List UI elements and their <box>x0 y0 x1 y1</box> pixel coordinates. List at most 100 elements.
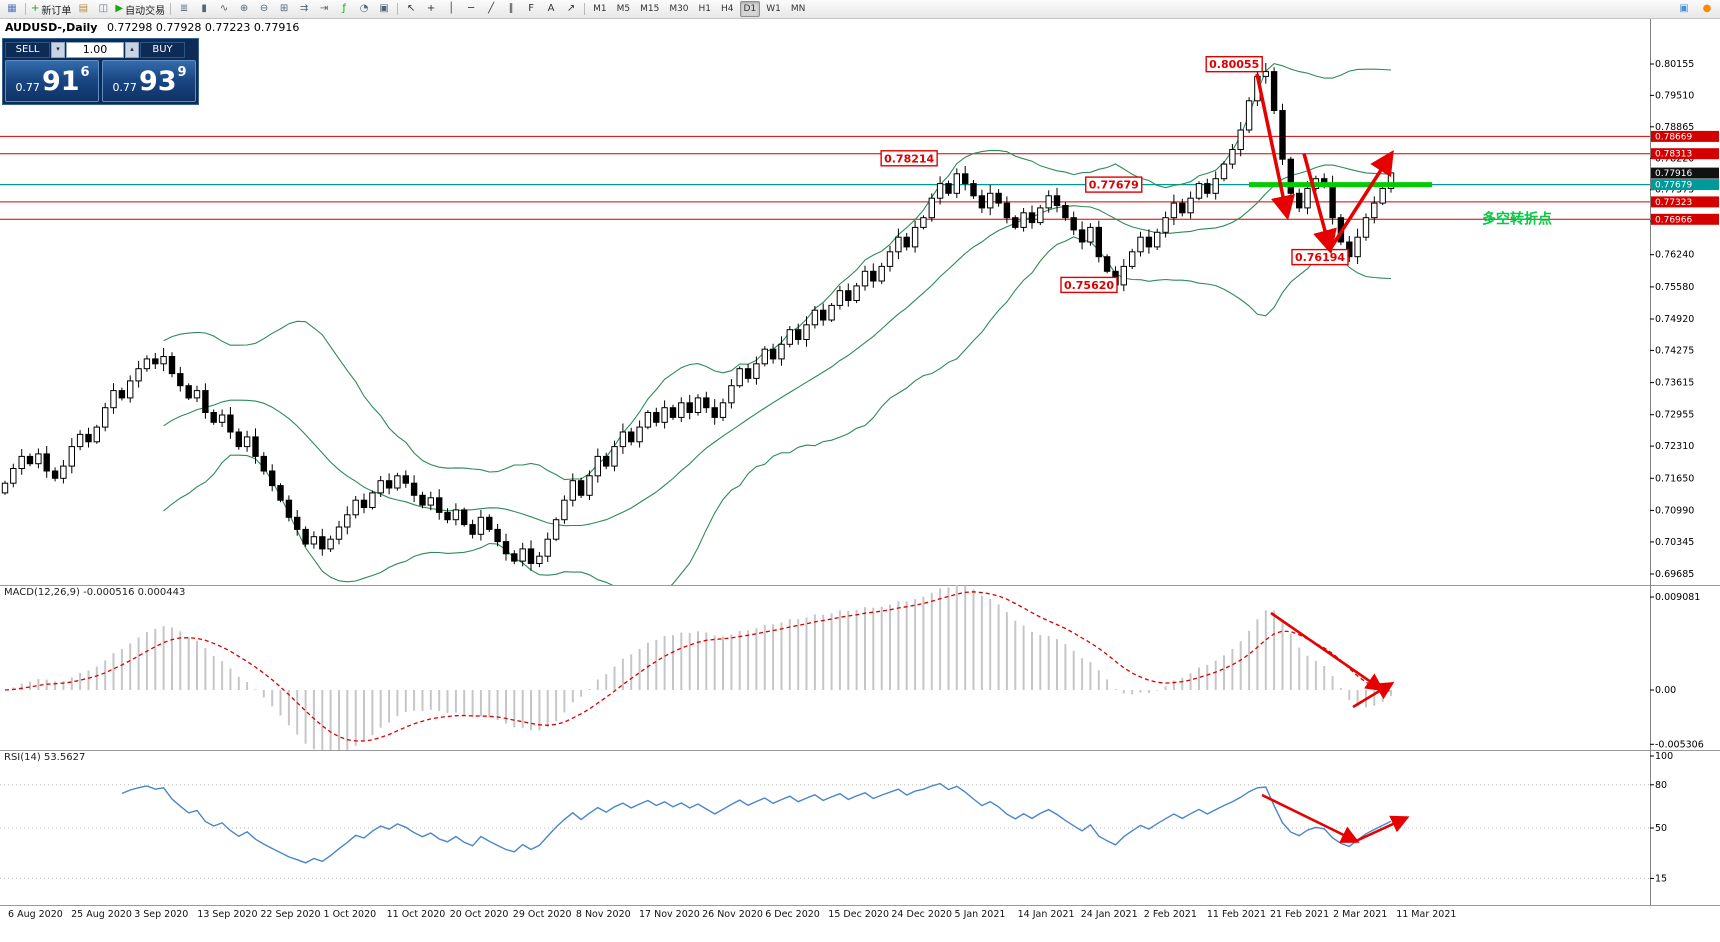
templates-icon[interactable]: ▣ <box>374 2 394 17</box>
sell-price-button[interactable]: 0.77 91 6 <box>5 60 99 102</box>
price-tag: 0.77679 <box>1655 181 1692 191</box>
candle <box>1195 183 1203 199</box>
candle <box>1304 188 1311 209</box>
candle <box>193 390 201 399</box>
timeframe-h1-button[interactable]: H1 <box>698 4 712 14</box>
candle <box>352 499 359 516</box>
vertical-line-icon[interactable]: │ <box>441 2 461 17</box>
candle <box>76 433 84 448</box>
line-chart-icon[interactable]: ∿ <box>214 2 234 17</box>
time-axis[interactable]: 6 Aug 2020 25 Aug 2020 3 Sep 2020 13 Sep 20… <box>0 905 1720 928</box>
price-chart[interactable]: 0.801550.795100.788650.782200.775750.769… <box>0 18 1720 585</box>
bar-chart-icon[interactable]: ≣ <box>174 2 194 17</box>
candle <box>577 480 585 496</box>
chart-mode-icon[interactable]: ▣ <box>1679 3 1689 14</box>
trend-arrow[interactable] <box>1255 73 1295 221</box>
notification-badge-icon[interactable]: ● <box>1702 3 1712 14</box>
candle <box>895 236 902 253</box>
rsi-arrow[interactable] <box>1261 793 1360 843</box>
candle <box>1070 217 1077 231</box>
auto-scroll-icon[interactable]: ⇉ <box>294 2 314 17</box>
zoom-in-icon[interactable]: ⊕ <box>234 2 254 17</box>
bollinger-middle <box>163 164 1392 527</box>
candle <box>1087 226 1094 243</box>
timeframe-w1-button[interactable]: W1 <box>766 4 781 14</box>
candle <box>385 480 393 489</box>
candle <box>461 509 468 526</box>
cursor-icon[interactable]: ↖ <box>401 2 421 17</box>
bollinger-lower <box>163 236 1392 585</box>
buy-button[interactable]: BUY <box>140 41 185 58</box>
macd-arrow[interactable] <box>1352 681 1395 709</box>
timeframe-m5-button[interactable]: M5 <box>616 4 631 14</box>
crosshair-icon[interactable]: + <box>421 2 441 17</box>
chart-shift-icon[interactable]: ⇥ <box>314 2 334 17</box>
macd-arrow[interactable] <box>1270 611 1385 692</box>
candle <box>669 407 677 418</box>
zoom-out-icon[interactable]: ⊖ <box>254 2 274 17</box>
price-tick: 0.79510 <box>1655 90 1694 101</box>
toolbar-separator <box>584 3 586 15</box>
tile-windows-icon[interactable]: ⊞ <box>274 2 294 17</box>
market-watch-icon[interactable]: ◫ <box>93 2 113 17</box>
timeframe-m1-button[interactable]: M1 <box>593 4 607 14</box>
candle <box>719 402 727 418</box>
crosshair-icon: + <box>426 3 436 14</box>
volume-decrease-button[interactable]: ▾ <box>51 41 65 58</box>
candle <box>218 414 226 423</box>
candle <box>786 329 793 345</box>
turning-point-note[interactable]: 多空转折点 <box>1482 211 1552 228</box>
candle <box>402 475 410 484</box>
text-icon[interactable]: A <box>541 2 561 17</box>
candle <box>995 192 1002 204</box>
toolbar-separator <box>397 3 399 15</box>
timeframe-m15-button[interactable]: M15 <box>640 4 660 14</box>
volume-input[interactable] <box>66 41 124 58</box>
buy-price-button[interactable]: 0.77 93 9 <box>102 60 196 102</box>
candle <box>527 548 535 565</box>
trend-arrow[interactable] <box>1328 149 1394 251</box>
timeframe-d1-button[interactable]: D1 <box>739 1 761 17</box>
arrow-tools-icon[interactable]: ↗ <box>561 2 581 17</box>
price-annotation-box[interactable] <box>1205 56 1263 73</box>
price-annotation-text: 0.77679 <box>1089 179 1139 192</box>
trendline-icon[interactable]: ╱ <box>481 2 501 17</box>
horizontal-line-icon[interactable]: ─ <box>461 2 481 17</box>
indicators-icon[interactable]: ƒ <box>334 2 354 17</box>
date-label: 22 Sep 2020 <box>260 909 321 920</box>
volume-increase-button[interactable]: ▴ <box>125 41 139 58</box>
auto-trading-button[interactable]: ▶ 自动交易 <box>113 2 167 17</box>
price-annotation-box[interactable] <box>1060 276 1118 294</box>
candle <box>920 217 927 228</box>
candlestick-chart-icon: ▮ <box>201 3 207 14</box>
rsi-arrow[interactable] <box>1355 815 1410 843</box>
candle <box>928 197 935 219</box>
timeframe-mn-button[interactable]: MN <box>790 4 806 14</box>
price-annotation-box[interactable] <box>1085 176 1143 193</box>
candle <box>1028 212 1036 224</box>
timeframe-h4-button[interactable]: H4 <box>721 4 734 14</box>
profiles-icon[interactable]: ▤ <box>73 2 93 17</box>
price-annotation-box[interactable] <box>880 150 938 167</box>
candle <box>1237 129 1244 150</box>
sell-button[interactable]: SELL <box>5 41 50 58</box>
trend-arrow[interactable] <box>1302 152 1337 255</box>
channel-icon[interactable]: ∥ <box>501 2 521 17</box>
vertical-line-icon: │ <box>448 3 455 14</box>
candle <box>68 446 75 467</box>
date-label: 24 Jan 2021 <box>1080 909 1138 920</box>
candle <box>769 348 777 360</box>
rsi-panel[interactable]: 100 80 50 15 <box>0 750 1720 905</box>
candle <box>444 511 451 521</box>
chart-windows-icon[interactable]: ▦ <box>2 2 22 17</box>
candle <box>1212 178 1219 194</box>
timeframe-m30-button[interactable]: M30 <box>669 4 689 14</box>
periods-icon[interactable]: ◔ <box>354 2 374 17</box>
fibonacci-icon[interactable]: F <box>521 2 541 17</box>
macd-panel[interactable]: 0.009081 0.00 -0.005306 <box>0 585 1720 750</box>
candle <box>903 236 910 248</box>
candlestick-chart-icon[interactable]: ▮ <box>194 2 214 17</box>
price-tick: 0.70990 <box>1655 505 1694 516</box>
new-order-button[interactable]: + 新订单 <box>29 2 73 17</box>
cursor-icon: ↖ <box>406 3 416 14</box>
